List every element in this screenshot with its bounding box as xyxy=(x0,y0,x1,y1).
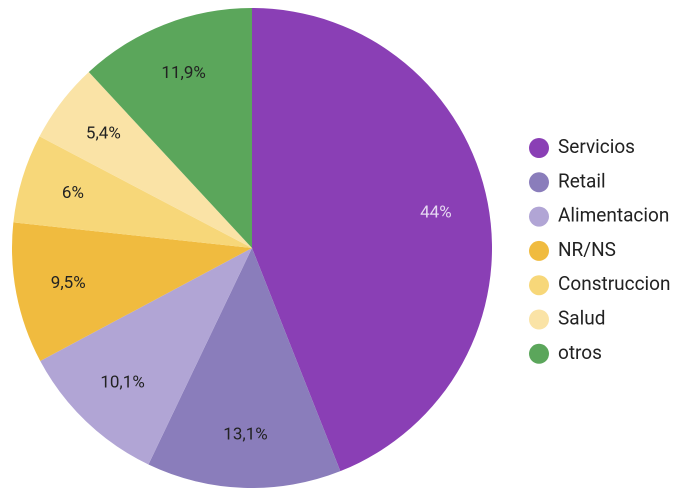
legend-marker xyxy=(529,275,549,296)
pie-slice xyxy=(148,248,341,488)
legend-marker xyxy=(529,172,549,193)
legend-marker xyxy=(529,343,549,364)
legend-text: Salud xyxy=(558,307,605,330)
slice-label: 6% xyxy=(62,183,84,203)
legend-marker xyxy=(529,206,549,227)
slice-label: 11,9% xyxy=(161,63,205,83)
slice-label: 13,1% xyxy=(223,425,267,445)
pie-slice xyxy=(13,136,252,248)
pie-slice xyxy=(88,7,252,248)
slice-label: 10,1% xyxy=(100,373,144,393)
slice-label: 5,4% xyxy=(86,124,121,144)
legend-text: NR/NS xyxy=(558,238,616,261)
legend-text: Alimentacion xyxy=(558,204,669,227)
legend-marker xyxy=(529,138,549,158)
pie-slice xyxy=(39,72,252,249)
slice-label: 9,5% xyxy=(51,273,86,293)
legend-text: Servicios xyxy=(558,135,635,158)
legend-marker xyxy=(529,240,549,261)
legend-text: Retail xyxy=(558,169,606,192)
pie-slice xyxy=(40,248,252,465)
slice-label: 44% xyxy=(420,202,452,222)
pie-slice xyxy=(12,222,253,361)
legend-marker xyxy=(529,309,549,330)
legend-text: otros xyxy=(558,341,602,364)
pie-slice xyxy=(252,8,493,472)
legend-text: Construccion xyxy=(558,272,670,295)
